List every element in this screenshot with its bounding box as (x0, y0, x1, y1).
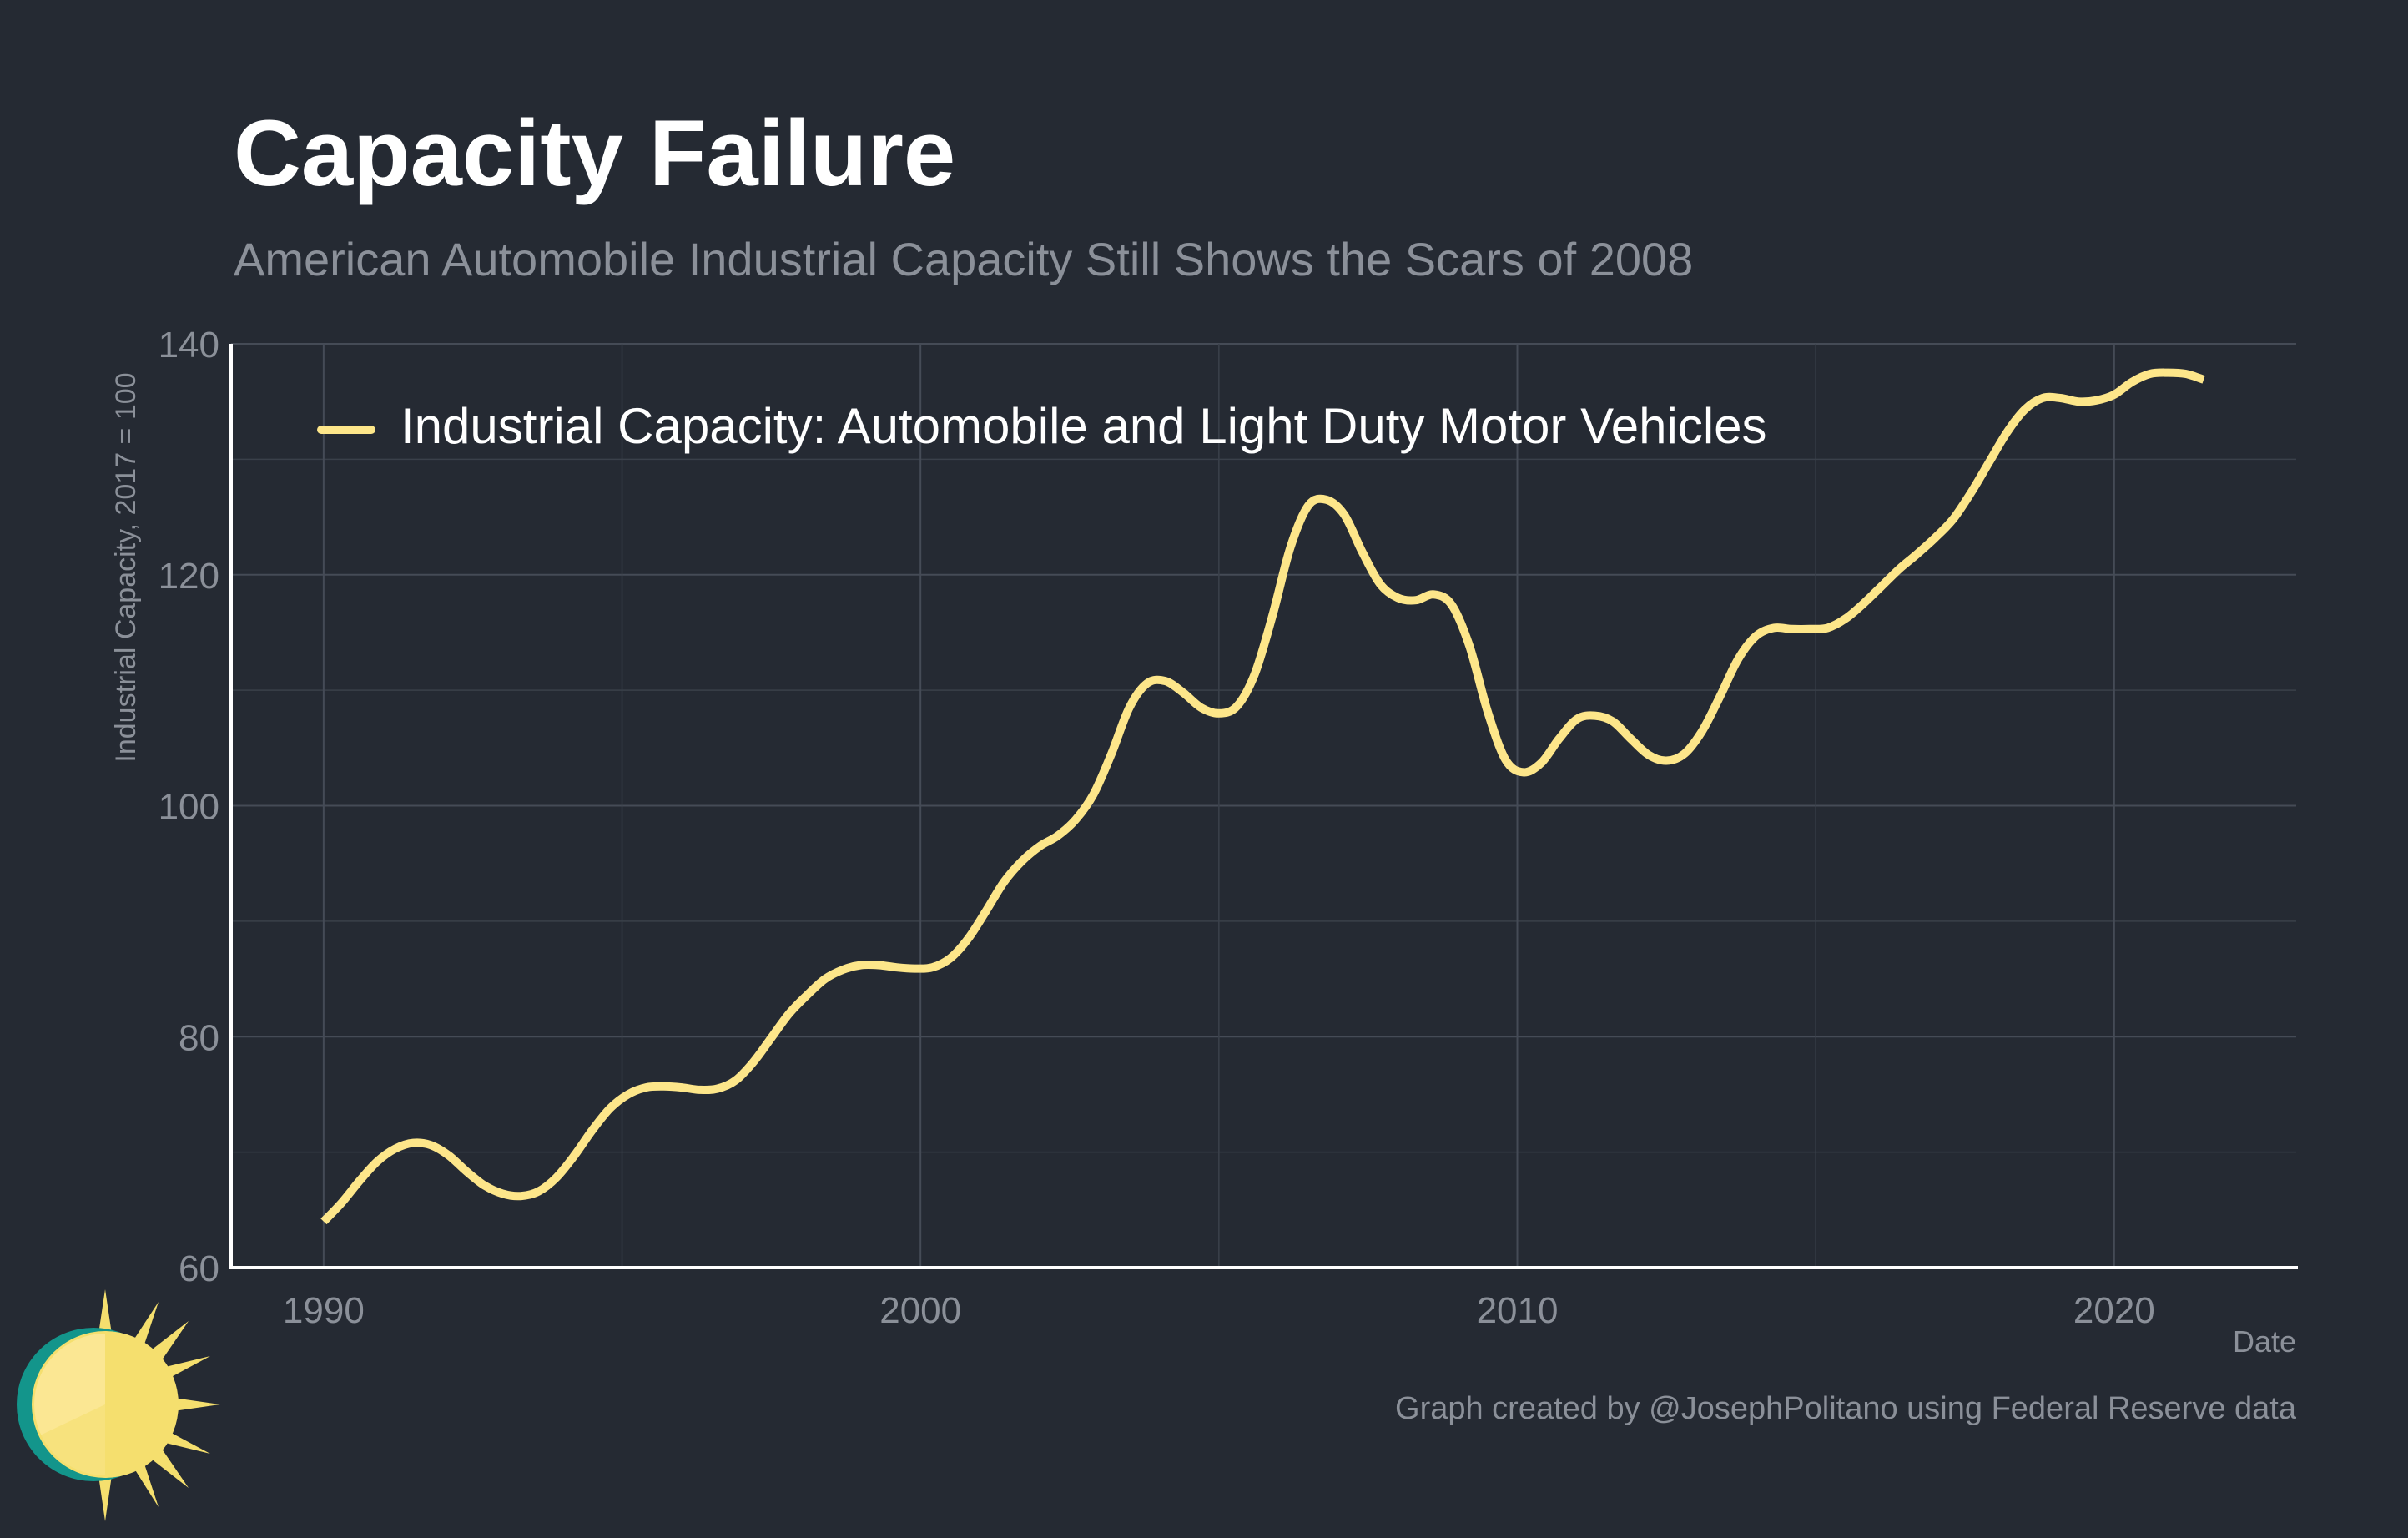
x-tick-label: 2010 (1477, 1290, 1559, 1331)
chart-title: Capacity Failure (234, 101, 955, 205)
x-tick-label: 2000 (879, 1290, 961, 1331)
x-tick-labels: 1990 2000 2010 2020 (283, 1290, 2155, 1331)
x-tick-label: 2020 (2073, 1290, 2155, 1331)
grid-lines (231, 343, 2296, 1268)
sun-logo-icon (17, 1289, 220, 1521)
sun-shade (40, 1404, 154, 1477)
x-axis-label: Date (2233, 1324, 2296, 1359)
series-layer (320, 368, 2205, 1225)
y-tick-label: 60 (179, 1248, 219, 1289)
chart-subtitle: American Automobile Industrial Capacity … (234, 233, 1693, 285)
y-tick-label: 140 (159, 325, 219, 366)
legend-label: Industrial Capacity: Automobile and Ligh… (400, 398, 1767, 454)
y-tick-label: 120 (159, 556, 219, 597)
y-tick-label: 80 (179, 1017, 219, 1058)
axes (229, 344, 2298, 1269)
legend: Industrial Capacity: Automobile and Ligh… (317, 398, 1767, 454)
y-tick-label: 100 (159, 787, 219, 828)
y-axis-label: Industrial Capacity, 2017 = 100 (110, 372, 142, 762)
x-tick-label: 1990 (283, 1290, 365, 1331)
y-tick-labels: 60 80 100 120 140 (159, 325, 219, 1289)
chart-caption: Graph created by @JosephPolitano using F… (1395, 1391, 2297, 1426)
series-line (320, 368, 2205, 1225)
